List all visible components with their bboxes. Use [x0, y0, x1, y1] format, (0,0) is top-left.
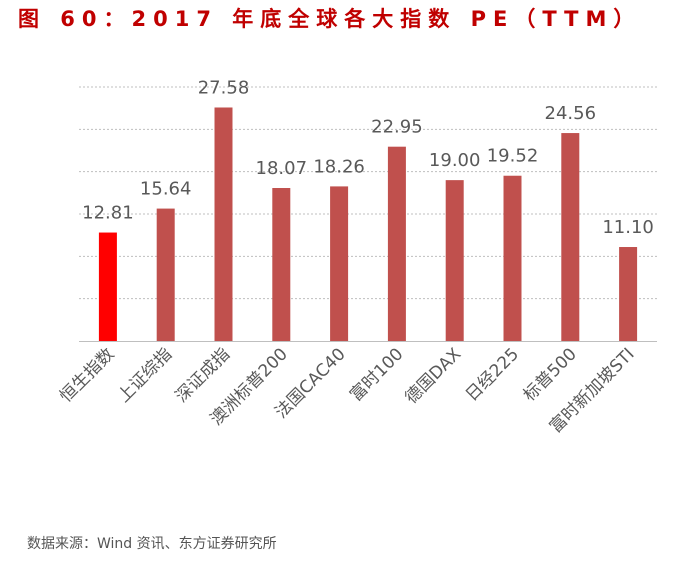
value-labels: 12.81 15.64 27.58 18.07 18.26 22.95 19.00 19.52…: [82, 77, 654, 238]
bar-1: [98, 232, 117, 341]
source-note: 数据来源：Wind 资讯、东方证券研究所: [27, 536, 277, 552]
category-labels: 恒生指数上证综指深证成指澳洲标普200法国CAC40富时100德国DAX日经22…: [56, 344, 638, 437]
bar-9: [561, 133, 580, 341]
value-label-10: 11.10: [602, 217, 654, 238]
value-label-9: 24.56: [545, 103, 597, 124]
value-label-5: 18.26: [313, 156, 365, 177]
value-label-2: 15.64: [140, 179, 192, 200]
category-label-2: 上证综指: [114, 344, 176, 406]
category-label-6: 富时100: [346, 344, 407, 405]
gridlines: [79, 86, 657, 300]
value-label-7: 19.00: [429, 150, 481, 171]
category-label-1: 恒生指数: [56, 344, 118, 406]
bar-3: [214, 107, 233, 341]
category-label-8: 日经225: [462, 344, 523, 405]
bar-2: [156, 208, 175, 341]
bars: [98, 107, 638, 341]
value-label-6: 22.95: [371, 117, 423, 138]
bar-6: [387, 146, 406, 341]
bar-4: [272, 188, 291, 341]
bar-7: [445, 180, 464, 341]
value-label-3: 27.58: [198, 77, 250, 98]
bar-10: [619, 247, 638, 341]
bar-5: [330, 186, 349, 341]
figure-title: 图 60：2017 年底全球各大指数 PE（TTM）: [18, 7, 642, 31]
value-label-8: 19.52: [487, 146, 539, 167]
bar-8: [503, 175, 522, 341]
value-label-4: 18.07: [256, 158, 308, 179]
category-label-7: 德国DAX: [402, 344, 466, 408]
value-label-1: 12.81: [82, 203, 134, 224]
